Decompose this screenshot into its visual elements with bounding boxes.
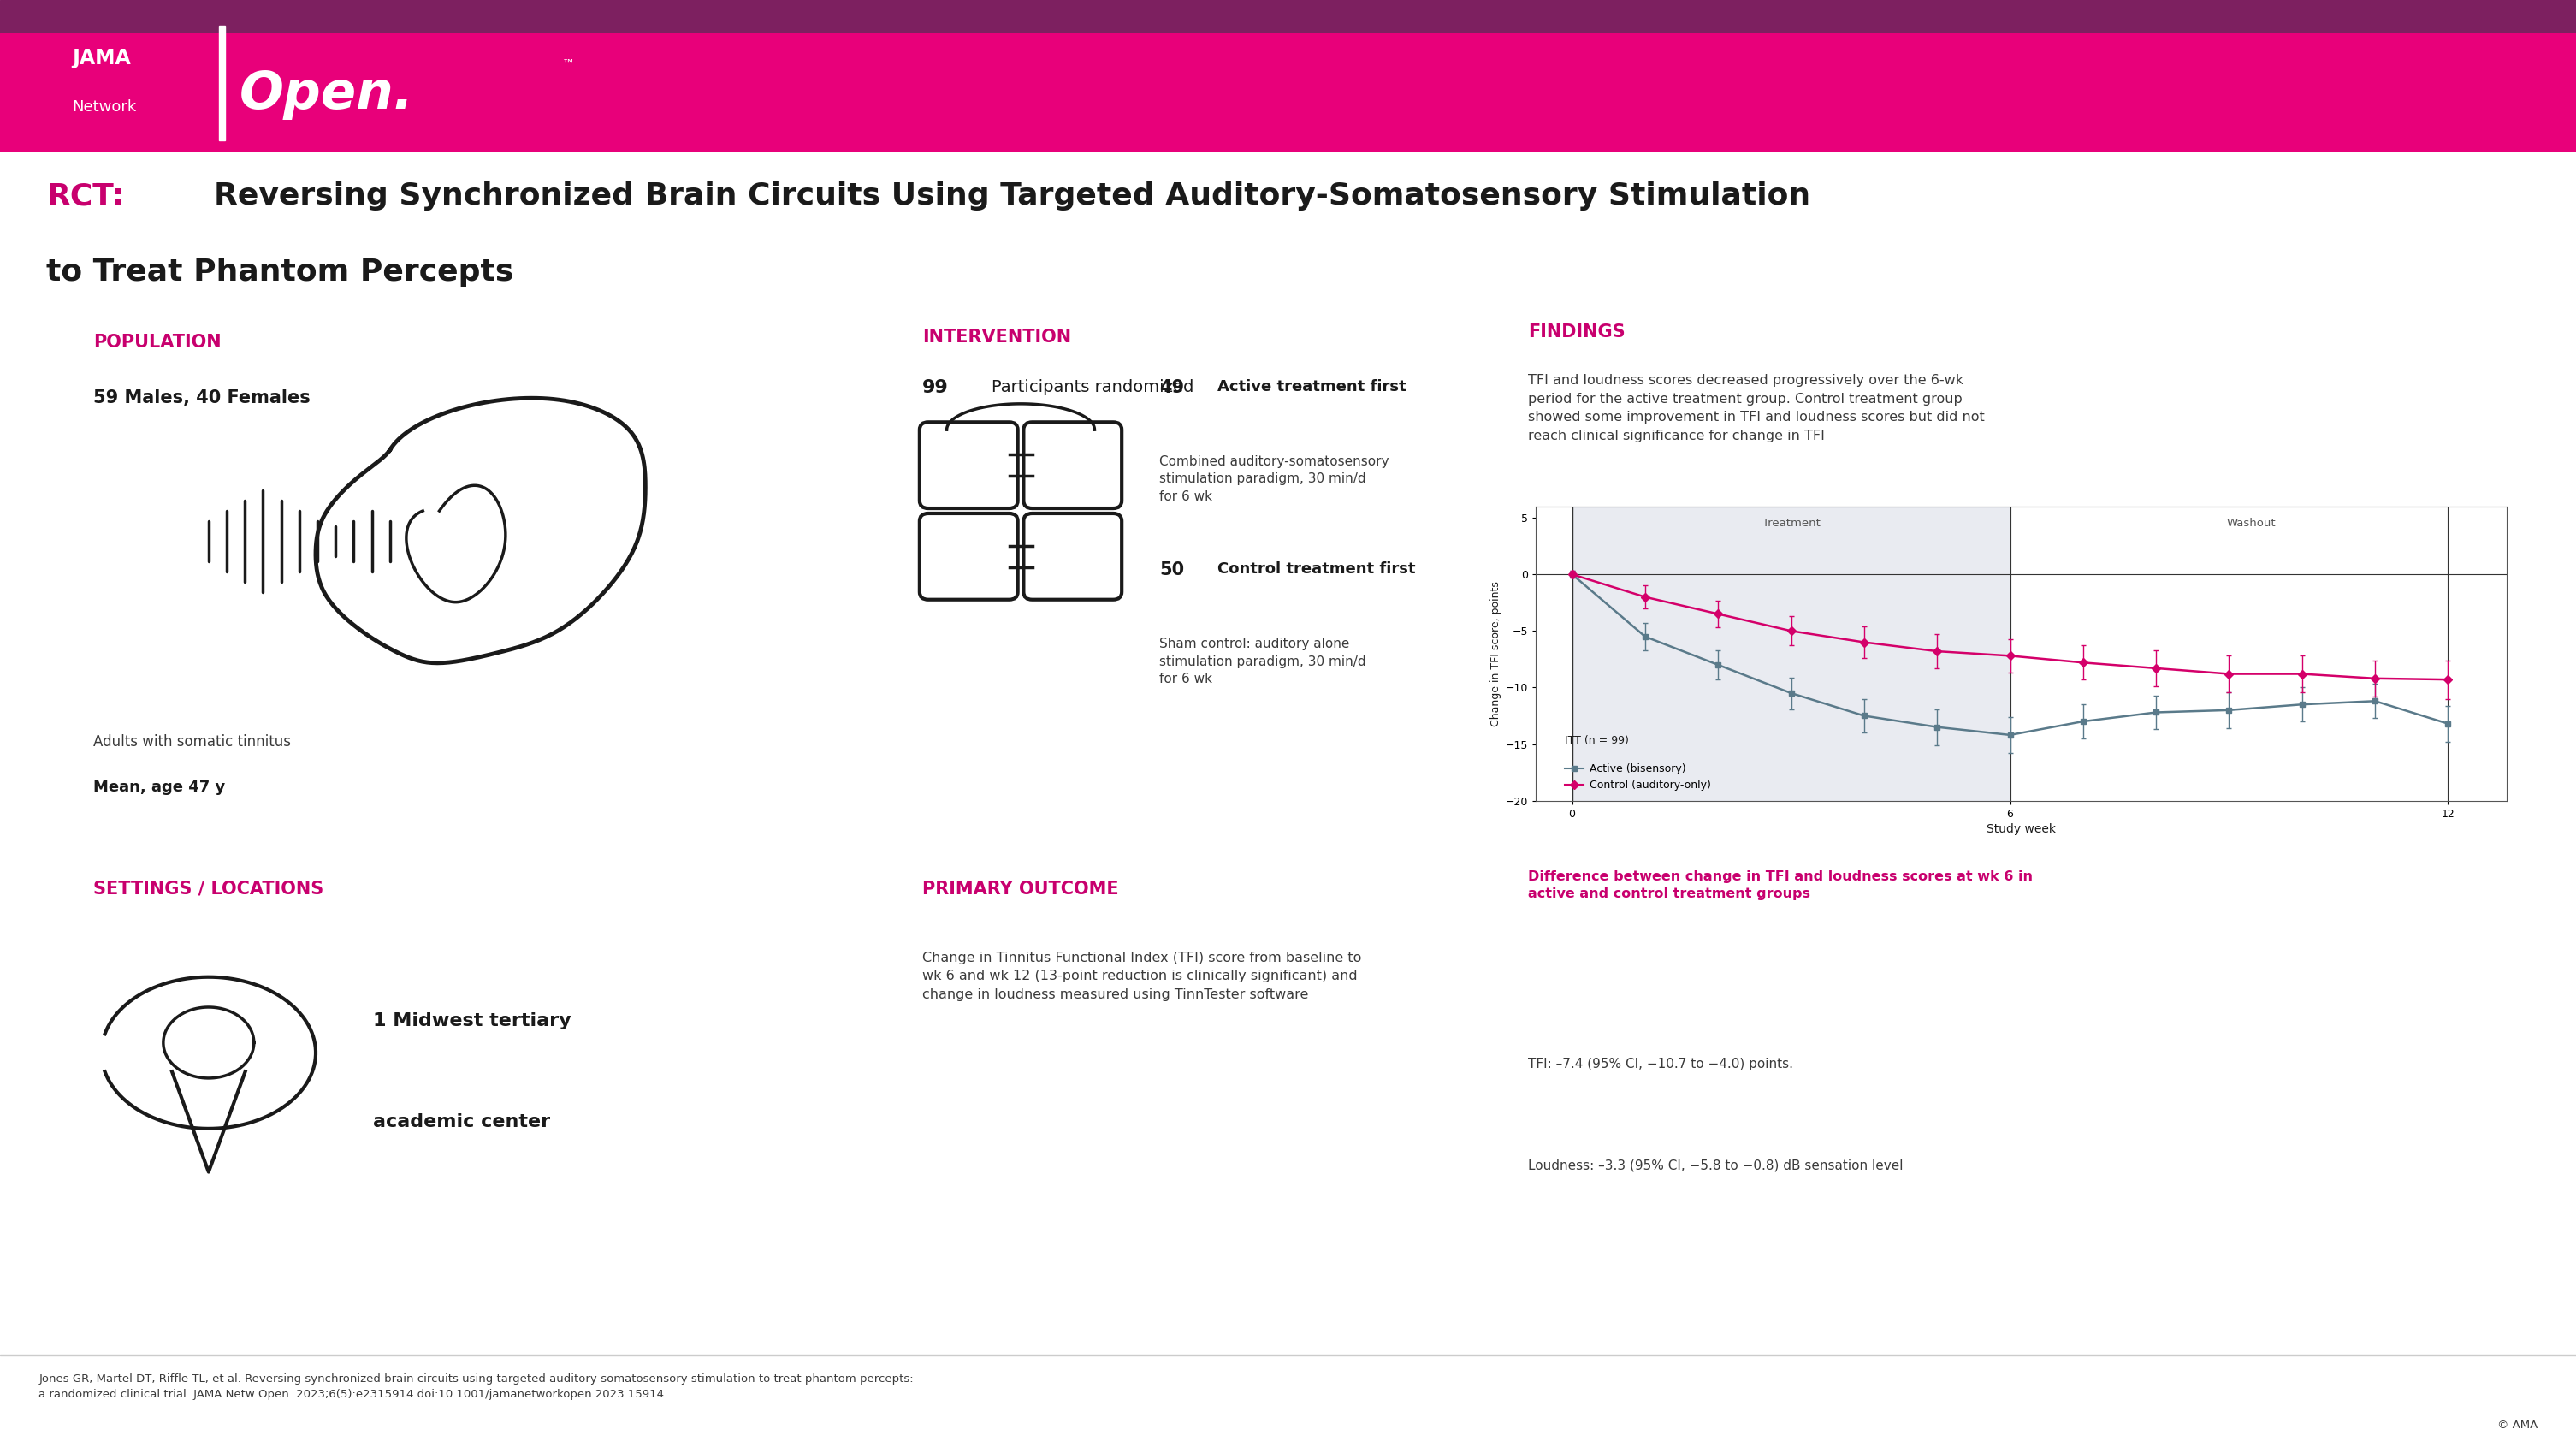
Text: Sham control: auditory alone
stimulation paradigm, 30 min/d
for 6 wk: Sham control: auditory alone stimulation…: [1159, 638, 1365, 686]
Text: TFI and loudness scores decreased progressively over the 6-wk
period for the act: TFI and loudness scores decreased progre…: [1528, 373, 1984, 442]
Text: ITT (n = 99): ITT (n = 99): [1564, 735, 1628, 747]
Text: 49: 49: [1159, 379, 1185, 397]
Text: TFI: –7.4 (95% CI, −10.7 to −4.0) points.: TFI: –7.4 (95% CI, −10.7 to −4.0) points…: [1528, 1058, 1793, 1071]
Text: Difference between change in TFI and loudness scores at wk 6 in
active and contr: Difference between change in TFI and lou…: [1528, 870, 2032, 899]
Text: Open.: Open.: [240, 70, 415, 119]
Text: Loudness: –3.3 (95% CI, −5.8 to −0.8) dB sensation level: Loudness: –3.3 (95% CI, −5.8 to −0.8) dB…: [1528, 1159, 1904, 1173]
Text: to Treat Phantom Percepts: to Treat Phantom Percepts: [46, 257, 513, 286]
Bar: [873, 301, 904, 1344]
Text: Change in Tinnitus Functional Index (TFI) score from baseline to
wk 6 and wk 12 : Change in Tinnitus Functional Index (TFI…: [922, 952, 1363, 1001]
Text: RCT:: RCT:: [46, 182, 124, 211]
Text: 59 Males, 40 Females: 59 Males, 40 Females: [93, 389, 309, 407]
Text: ™: ™: [562, 58, 574, 71]
Text: Washout: Washout: [2226, 517, 2275, 529]
Bar: [219, 26, 227, 141]
Text: INTERVENTION: INTERVENTION: [922, 328, 1072, 346]
Text: Network: Network: [72, 99, 137, 115]
X-axis label: Study week: Study week: [1986, 822, 2056, 835]
Text: Control treatment first: Control treatment first: [1216, 562, 1414, 577]
Bar: [1468, 301, 1499, 1344]
Bar: [0, 0, 2576, 33]
Text: POPULATION: POPULATION: [93, 333, 222, 350]
Text: PRIMARY OUTCOME: PRIMARY OUTCOME: [922, 881, 1118, 898]
Text: 50: 50: [1159, 562, 1185, 578]
Bar: [0, 1354, 2576, 1356]
Text: FINDINGS: FINDINGS: [1528, 323, 1625, 340]
Bar: [0, 33, 2576, 153]
Text: © AMA: © AMA: [2496, 1420, 2537, 1431]
Text: 1 Midwest tertiary: 1 Midwest tertiary: [374, 1013, 572, 1029]
Bar: [31, 815, 2545, 828]
Text: Mean, age 47 y: Mean, age 47 y: [93, 780, 224, 795]
Legend: Active (bisensory), Control (auditory-only): Active (bisensory), Control (auditory-on…: [1561, 758, 1716, 795]
Bar: [1571, 507, 2009, 801]
Text: Combined auditory-somatosensory
stimulation paradigm, 30 min/d
for 6 wk: Combined auditory-somatosensory stimulat…: [1159, 455, 1388, 503]
Text: Treatment: Treatment: [1762, 517, 1821, 529]
Text: Reversing Synchronized Brain Circuits Using Targeted Auditory-Somatosensory Stim: Reversing Synchronized Brain Circuits Us…: [214, 182, 1811, 211]
Text: academic center: academic center: [374, 1113, 551, 1130]
Text: Participants randomized: Participants randomized: [992, 379, 1195, 395]
Text: Jones GR, Martel DT, Riffle TL, et al. Reversing synchronized brain circuits usi: Jones GR, Martel DT, Riffle TL, et al. R…: [39, 1373, 914, 1401]
Text: JAMA: JAMA: [72, 48, 131, 68]
Text: 99: 99: [922, 379, 948, 397]
Y-axis label: Change in TFI score, points: Change in TFI score, points: [1492, 581, 1502, 726]
Text: Active treatment first: Active treatment first: [1216, 379, 1406, 394]
Text: Adults with somatic tinnitus: Adults with somatic tinnitus: [93, 734, 291, 750]
Text: SETTINGS / LOCATIONS: SETTINGS / LOCATIONS: [93, 881, 325, 898]
